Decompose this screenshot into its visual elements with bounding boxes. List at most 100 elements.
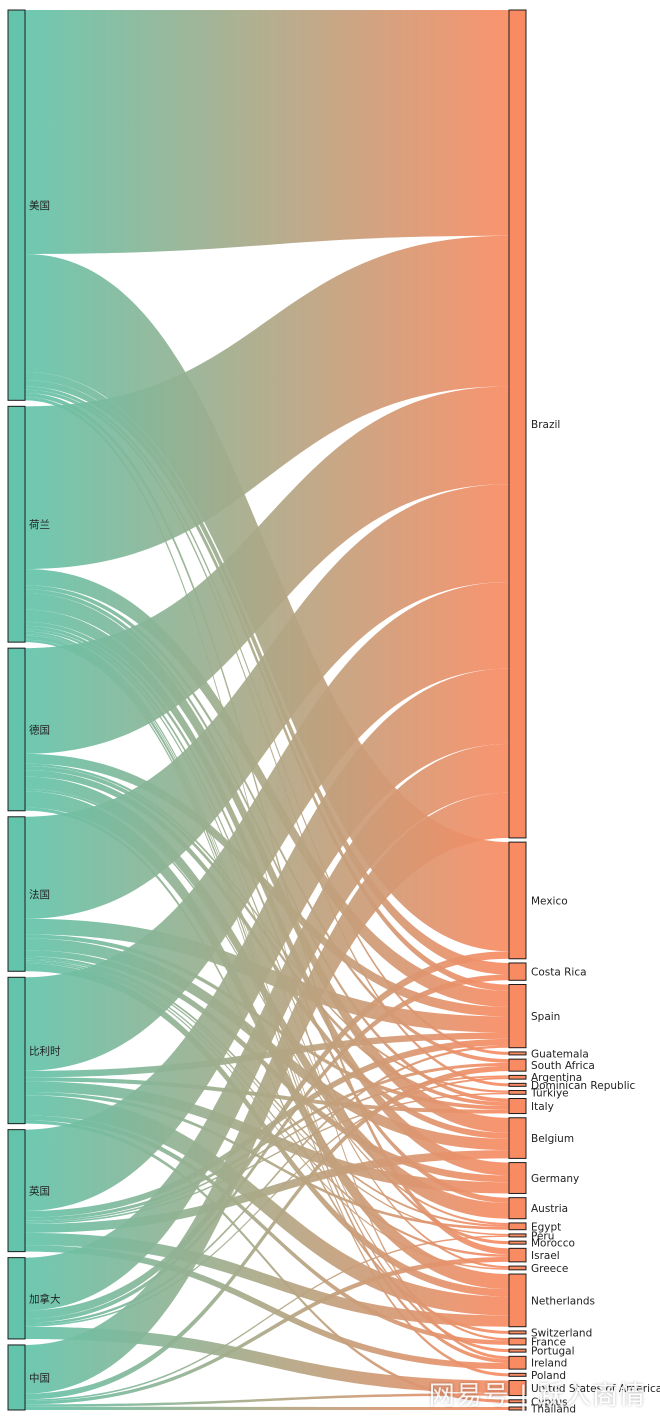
target-label-portugal: Portugal (531, 1346, 575, 1358)
target-label-morocco: Morocco (531, 1238, 575, 1250)
source-label-1: 美国 (29, 199, 50, 212)
target-label-t-rkiye: Türkiye (530, 1087, 569, 1099)
target-label-israel: Israel (531, 1250, 560, 1262)
target-node-brazil (508, 9, 527, 839)
target-node-portugal (508, 1348, 527, 1353)
target-node-argentina (508, 1074, 527, 1080)
source-node-6 (7, 1129, 26, 1253)
source-label-6: 英国 (29, 1185, 50, 1198)
flow-argentina (25, 1077, 509, 1327)
flow-brazil (25, 386, 509, 754)
source-label-3: 德国 (29, 723, 50, 736)
source-label-5: 比利时 (29, 1044, 61, 1057)
target-node-guatemala (508, 1051, 527, 1056)
target-label-spain: Spain (531, 1011, 560, 1023)
target-label-guatemala: Guatemala (531, 1048, 589, 1060)
target-label-poland: Poland (531, 1370, 566, 1382)
source-label-7: 加拿大 (29, 1292, 61, 1305)
target-label-mexico: Mexico (531, 895, 568, 907)
watermark: 网易号 | 跃入商情 (428, 1381, 646, 1411)
target-node-dominican-republic (508, 1082, 527, 1087)
target-node-south-africa (508, 1058, 527, 1072)
flow-costa-rica (25, 974, 509, 1323)
flow-netherlands (25, 1232, 509, 1327)
flow-peru (25, 1235, 509, 1402)
source-label-4: 法国 (29, 888, 50, 901)
source-label-8: 中国 (29, 1371, 50, 1384)
target-node-t-rkiye (508, 1090, 527, 1095)
target-node-poland (508, 1372, 527, 1377)
target-label-greece: Greece (531, 1263, 568, 1275)
target-label-italy: Italy (531, 1101, 554, 1113)
source-node-4 (7, 816, 26, 972)
target-node-ireland (508, 1355, 527, 1370)
flow-belgium (25, 1150, 509, 1233)
flow-t-rkiye (25, 1092, 509, 1224)
flow-brazil (25, 10, 509, 254)
target-node-mexico (508, 841, 527, 960)
target-label-netherlands: Netherlands (531, 1295, 595, 1307)
flow-brazil (25, 235, 509, 569)
source-node-5 (7, 976, 26, 1125)
flow-ireland (25, 1245, 509, 1370)
flow-brazil (25, 668, 509, 1211)
target-label-brazil: Brazil (531, 419, 560, 431)
target-node-belgium (508, 1117, 527, 1159)
target-node-netherlands (508, 1273, 527, 1328)
flow-ireland (25, 397, 509, 1360)
target-node-morocco (508, 1240, 527, 1245)
flow-netherlands (25, 1095, 509, 1316)
target-label-united-states-of-america: United States of America (531, 1383, 660, 1395)
target-node-greece (508, 1265, 527, 1271)
flow-united-states-of-america (25, 1393, 509, 1407)
target-label-costa-rica: Costa Rica (531, 967, 587, 979)
target-label-belgium: Belgium (531, 1133, 574, 1145)
source-node-3 (7, 647, 26, 812)
target-node-egypt (508, 1222, 527, 1231)
flow-brazil (25, 792, 509, 1394)
target-node-israel (508, 1247, 527, 1263)
flow-austria (25, 776, 509, 1219)
target-label-peru: Peru (531, 1230, 554, 1242)
flow-france (25, 631, 509, 1341)
flow-spain (25, 1038, 509, 1218)
target-label-dominican-republic: Dominican Republic (531, 1080, 636, 1092)
target-node-cyprus (508, 1399, 527, 1404)
target-node-switzerland (508, 1330, 527, 1335)
target-label-france: France (531, 1337, 566, 1349)
flow-spain (25, 753, 509, 1017)
target-label-egypt: Egypt (531, 1221, 561, 1233)
flow-brazil (25, 484, 509, 919)
nodes (7, 9, 527, 1411)
target-node-thailand (508, 1406, 527, 1411)
flow-links (25, 10, 509, 1410)
flow-germany (25, 609, 509, 1176)
flow-spain (25, 1045, 509, 1326)
flow-united-states-of-america (25, 1326, 509, 1394)
flow-spain (25, 1032, 509, 1078)
target-node-germany (508, 1162, 527, 1194)
target-node-peru (508, 1233, 527, 1238)
source-node-1 (7, 9, 26, 401)
flow-cyprus (25, 1120, 509, 1403)
flow-germany (25, 950, 509, 1183)
target-label-austria: Austria (531, 1203, 568, 1215)
target-label-cyprus: Cyprus (531, 1396, 568, 1408)
target-label-south-africa: South Africa (531, 1060, 595, 1072)
flow-egypt (25, 1091, 509, 1230)
source-node-7 (7, 1257, 26, 1340)
target-node-spain (508, 983, 527, 1049)
flow-south-africa (25, 1062, 509, 1221)
flow-mexico (25, 951, 509, 1319)
flow-greece (25, 961, 509, 1270)
source-node-8 (7, 1344, 26, 1411)
target-label-germany: Germany (531, 1173, 579, 1185)
flow-israel (25, 1256, 509, 1405)
target-node-united-states-of-america (508, 1380, 527, 1397)
target-node-austria (508, 1197, 527, 1220)
target-label-switzerland: Switzerland (531, 1327, 592, 1339)
target-node-costa-rica (508, 962, 527, 981)
target-label-ireland: Ireland (531, 1358, 567, 1370)
